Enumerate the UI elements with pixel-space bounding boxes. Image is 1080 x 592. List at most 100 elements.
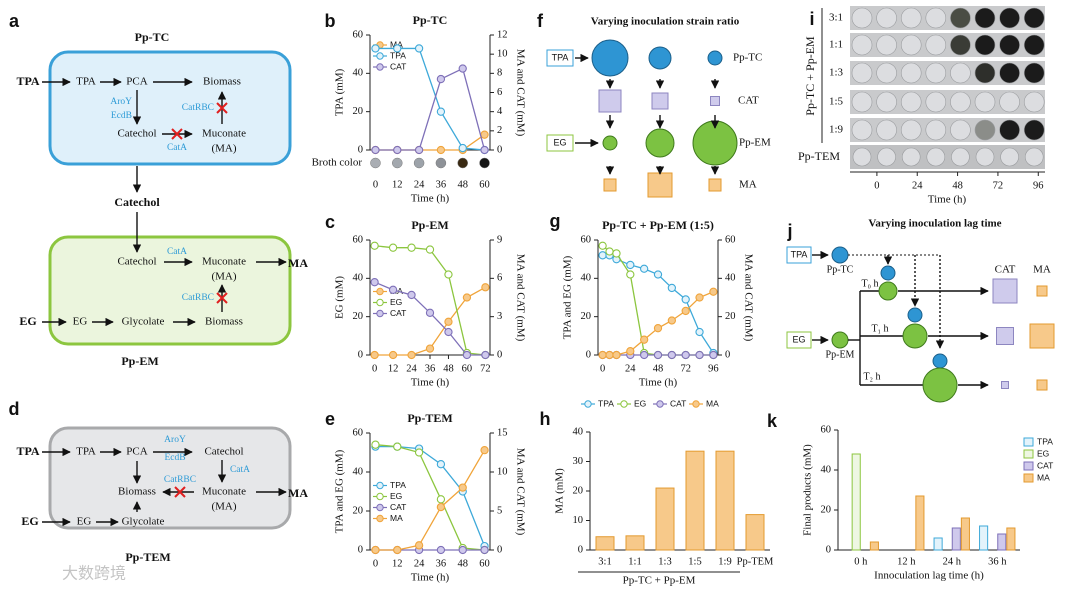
well xyxy=(925,7,947,29)
legend-swatch xyxy=(376,298,384,307)
data-point xyxy=(480,130,489,139)
y-tick-label: 10 xyxy=(573,515,584,526)
row-label: 1:9 xyxy=(829,124,844,136)
well xyxy=(1023,7,1045,29)
y-tick-label: 20 xyxy=(573,485,584,496)
data-point xyxy=(436,145,446,155)
x-tick-label: 60 xyxy=(462,363,473,374)
label: T₁ h xyxy=(871,323,888,334)
data-point xyxy=(393,145,402,155)
x-tick-label: 12 xyxy=(392,558,403,569)
label: Biomass xyxy=(203,76,241,88)
x-tick-label: 48 xyxy=(653,363,664,374)
well xyxy=(999,119,1020,141)
legend-label: TPA xyxy=(390,50,406,60)
label: PCA xyxy=(126,446,147,458)
broth-well xyxy=(413,157,425,169)
label: Glycolate xyxy=(122,516,165,528)
legend-swatch xyxy=(376,287,384,296)
y-tick-label: 60 xyxy=(353,234,364,245)
label: Muconate xyxy=(202,256,246,268)
x-tick-label: 1:5 xyxy=(688,556,701,567)
x-tick-label: 48 xyxy=(457,179,468,190)
y-axis-label: TPA and EG (mM) xyxy=(562,255,574,339)
legend-swatch xyxy=(1023,437,1034,447)
label: PCA xyxy=(126,76,147,88)
legend-swatch xyxy=(656,400,664,408)
ma-level xyxy=(1036,285,1048,297)
y2-tick-label: 4 xyxy=(497,106,503,117)
label: Pp-TC xyxy=(733,52,762,64)
strain-box xyxy=(48,426,292,530)
x-tick-label: 48 xyxy=(443,363,454,374)
y-tick-label: 0 xyxy=(358,144,363,155)
data-point xyxy=(695,350,704,360)
bar xyxy=(869,541,879,551)
data-point xyxy=(388,285,398,294)
label: MA xyxy=(288,256,308,270)
x-tick-label: 0 xyxy=(372,363,377,374)
y-tick-label: 40 xyxy=(573,426,584,437)
well xyxy=(999,7,1020,29)
y2-tick-label: 8 xyxy=(497,68,502,79)
well xyxy=(974,119,996,141)
label: Pp-EM xyxy=(739,137,771,149)
well xyxy=(974,34,996,56)
data-point xyxy=(414,448,424,457)
well xyxy=(950,34,971,56)
data-point xyxy=(425,344,435,353)
x-tick-label: 12 xyxy=(388,363,399,374)
x-tick-label: 72 xyxy=(480,363,491,374)
y-tick-label: 40 xyxy=(581,273,592,284)
well xyxy=(999,34,1020,56)
y-tick-label: 40 xyxy=(353,68,364,79)
label: EcdB xyxy=(111,111,132,121)
strain-cell xyxy=(880,265,896,281)
data-point xyxy=(393,442,402,451)
well xyxy=(1000,147,1019,167)
well xyxy=(1023,34,1045,56)
data-point xyxy=(709,350,718,360)
label: MA xyxy=(1033,264,1051,276)
label: EG xyxy=(19,314,36,328)
x-axis-label: Time (h) xyxy=(928,194,967,206)
cat-level xyxy=(1001,381,1009,389)
data-point xyxy=(709,287,718,296)
label: Catechol xyxy=(204,446,243,458)
block-mark xyxy=(216,292,228,304)
bar xyxy=(933,537,943,551)
data-point xyxy=(371,145,380,155)
data-point xyxy=(425,245,435,254)
label: EcdB xyxy=(164,453,185,463)
legend-label: MA xyxy=(390,513,403,523)
data-point xyxy=(370,350,379,360)
well xyxy=(925,119,947,141)
y-tick-label: 30 xyxy=(573,456,584,467)
data-point xyxy=(458,483,467,492)
bar xyxy=(951,527,961,551)
x-tick-label: 0 xyxy=(373,179,378,190)
y-tick-label: 0 xyxy=(826,544,831,555)
data-point xyxy=(653,324,663,333)
panel-label: h xyxy=(540,409,551,429)
y2-tick-label: 0 xyxy=(497,349,502,360)
label: Catechol xyxy=(114,195,160,209)
data-point xyxy=(370,241,379,250)
panel-label: b xyxy=(325,11,336,31)
y-tick-label: 20 xyxy=(581,311,592,322)
y-tick-label: 40 xyxy=(353,466,364,477)
cat-level xyxy=(996,327,1014,345)
y2-tick-label: 15 xyxy=(497,427,508,438)
well xyxy=(1023,91,1045,113)
y2-tick-label: 9 xyxy=(497,234,502,245)
y2-tick-label: 40 xyxy=(725,273,736,284)
legend-label: MA xyxy=(390,39,403,49)
strain-cell xyxy=(591,39,629,77)
legend-label: TPA xyxy=(598,398,614,408)
data-point xyxy=(388,243,398,252)
label: CAT xyxy=(738,95,759,107)
data-point xyxy=(407,350,416,360)
data-point xyxy=(393,545,402,555)
data-point xyxy=(481,350,490,360)
data-point xyxy=(436,74,446,84)
